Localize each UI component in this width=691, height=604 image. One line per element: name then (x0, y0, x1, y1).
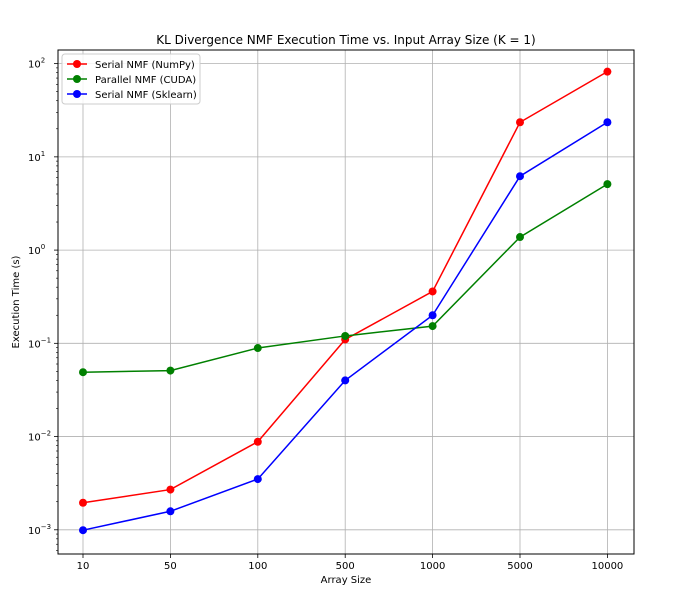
data-point (253, 475, 262, 484)
y-tick-exponent: −3 (41, 523, 51, 531)
legend-marker (73, 60, 81, 68)
y-tick-exponent: 0 (41, 243, 45, 251)
y-tick-exponent: 2 (41, 57, 45, 65)
x-tick-label: 1000 (420, 561, 445, 572)
data-point (516, 233, 524, 242)
x-tick-label: 10 (77, 561, 90, 572)
y-axis-label: Execution Time (s) (11, 255, 22, 348)
data-point (603, 118, 612, 127)
data-point (253, 344, 262, 353)
legend-marker (73, 90, 81, 98)
plot-frame (57, 49, 635, 555)
data-point (166, 485, 175, 494)
data-point (79, 498, 87, 507)
legend-label: Parallel NMF (CUDA) (95, 75, 196, 86)
series-2 (79, 118, 612, 535)
x-axis-label: Array Size (321, 575, 372, 586)
data-point (253, 437, 262, 446)
data-point (516, 118, 524, 127)
data-point (166, 507, 175, 516)
data-point (428, 287, 437, 296)
data-point (428, 322, 437, 331)
x-tick-label: 100 (248, 561, 267, 572)
x-axis: 10 50 100 500 1000 5000 10000 (77, 554, 623, 572)
data-point (79, 368, 87, 377)
x-tick-label: 500 (336, 561, 355, 572)
x-tick-label: 5000 (507, 561, 532, 572)
data-point (341, 376, 350, 385)
chart-title: KL Divergence NMF Execution Time vs. Inp… (156, 33, 535, 47)
y-tick-exponent: −2 (41, 430, 51, 438)
data-point (428, 311, 437, 320)
x-tick-label: 50 (164, 561, 177, 572)
data-point (603, 180, 612, 189)
data-point (516, 172, 524, 181)
y-tick-exponent: −1 (41, 336, 51, 344)
series-1 (79, 180, 612, 377)
legend-marker (73, 75, 81, 83)
series-layer (79, 67, 612, 535)
legend: Serial NMF (NumPy) Parallel NMF (CUDA) Ser… (61, 53, 201, 105)
legend-box (61, 53, 201, 105)
data-point (166, 366, 175, 375)
data-point (79, 526, 87, 535)
data-point (341, 331, 350, 340)
y-tick-exponent: 1 (41, 150, 45, 158)
legend-label: Serial NMF (NumPy) (95, 60, 195, 71)
legend-label: Serial NMF (Sklearn) (95, 90, 197, 101)
data-point (603, 67, 612, 76)
x-tick-label: 10000 (591, 561, 623, 572)
